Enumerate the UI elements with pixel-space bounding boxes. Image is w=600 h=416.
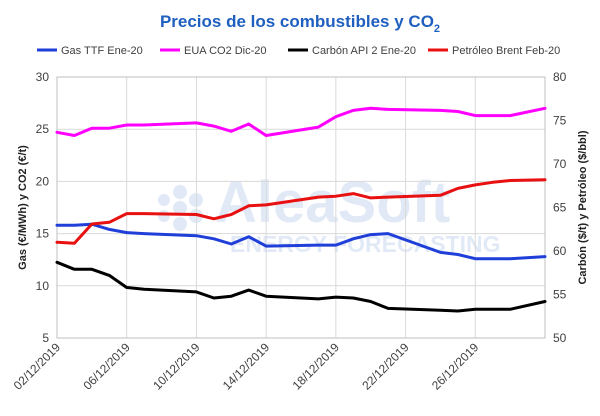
x-tick-label: 02/12/2019 bbox=[11, 340, 64, 393]
plot-area-border bbox=[56, 76, 546, 339]
x-tick-label: 22/12/2019 bbox=[359, 340, 412, 393]
series-line-petroleo-brent-feb-20 bbox=[55, 178, 547, 245]
right-axis-title: Carbón ($/t) y Petróleo ($/bbl) bbox=[577, 130, 589, 284]
title-group: Precios de los combustibles y CO2 bbox=[160, 12, 440, 35]
left-tick-label: 15 bbox=[36, 227, 50, 241]
series-lines bbox=[55, 106, 547, 313]
left-tick-label: 30 bbox=[36, 70, 50, 84]
grid bbox=[56, 76, 546, 339]
left-tick-label: 20 bbox=[36, 174, 50, 188]
watermark: AleaSoft ENERGY FORECASTING bbox=[158, 170, 501, 257]
x-tick-label: 18/12/2019 bbox=[290, 340, 343, 393]
x-tick-label: 06/12/2019 bbox=[80, 340, 133, 393]
left-axis-title: Gas (€/MWh) y CO2 (€/t) bbox=[17, 145, 29, 270]
legend-label: Carbón API 2 Ene-20 bbox=[312, 45, 416, 57]
right-tick-label: 70 bbox=[553, 157, 567, 171]
left-tick-label: 10 bbox=[36, 279, 50, 293]
legend-label: EUA CO2 Dic-20 bbox=[184, 45, 267, 57]
right-tick-label: 65 bbox=[553, 201, 567, 215]
x-tick-label: 26/12/2019 bbox=[429, 340, 482, 393]
left-tick-label: 5 bbox=[42, 331, 49, 345]
right-tick-label: 55 bbox=[553, 288, 567, 302]
left-tick-label: 25 bbox=[36, 122, 50, 136]
series-line-carbon-api-2-ene-20 bbox=[55, 260, 547, 313]
legend-label: Petróleo Brent Feb-20 bbox=[452, 45, 560, 57]
right-tick-label: 80 bbox=[553, 70, 567, 84]
chart-title-subscript: 2 bbox=[434, 23, 440, 35]
legend: Gas TTF Ene-20 EUA CO2 Dic-20 Carbón API 2… bbox=[37, 45, 560, 57]
right-tick-label: 50 bbox=[553, 331, 567, 345]
legend-label: Gas TTF Ene-20 bbox=[61, 45, 143, 57]
right-tick-label: 75 bbox=[553, 114, 567, 128]
x-tick-label: 10/12/2019 bbox=[150, 340, 203, 393]
chart-title: Precios de los combustibles y CO2 bbox=[160, 12, 440, 35]
x-tick-label: 14/12/2019 bbox=[220, 340, 273, 393]
watermark-brand: AleaSoft bbox=[215, 170, 450, 235]
chart-title-main: Precios de los combustibles y CO bbox=[160, 12, 434, 31]
series-line-eua-co2-dic-20 bbox=[55, 106, 547, 137]
right-tick-label: 60 bbox=[553, 244, 567, 258]
series-line-gas-ttf-ene-20 bbox=[55, 222, 547, 261]
